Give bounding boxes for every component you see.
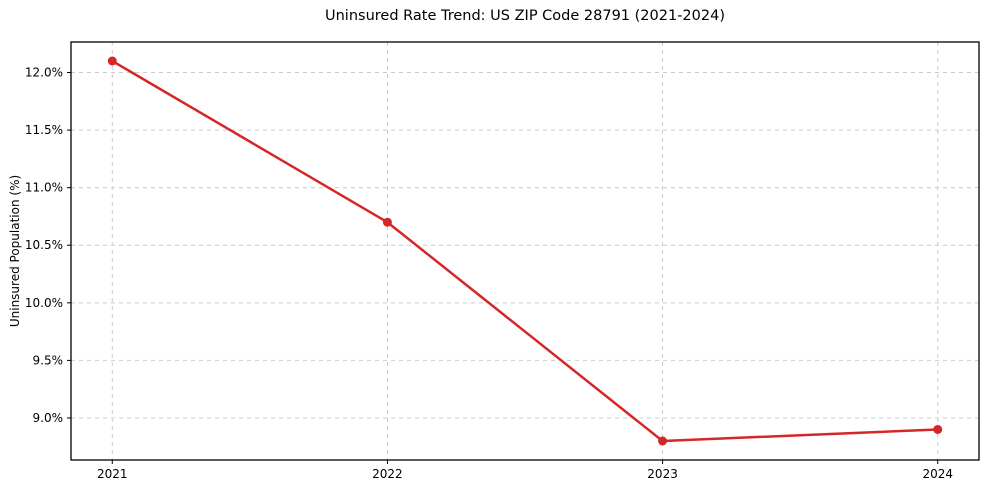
x-tick-label: 2022 <box>372 467 403 481</box>
y-tick-label: 9.0% <box>33 411 64 425</box>
y-axis-label: Uninsured Population (%) <box>8 174 22 328</box>
plot-border <box>70 41 980 461</box>
data-point-marker <box>933 424 943 434</box>
y-tick-label: 11.5% <box>25 123 63 137</box>
y-tick-label: 9.5% <box>33 353 64 367</box>
data-point-marker <box>107 56 117 66</box>
trend-line <box>111 59 939 443</box>
y-tick-label: 11.0% <box>25 181 63 195</box>
y-tick-label: 12.0% <box>25 66 63 80</box>
chart-title: Uninsured Rate Trend: US ZIP Code 28791 … <box>325 8 725 24</box>
y-tick-label: 10.5% <box>25 238 63 252</box>
y-tick-label: 10.0% <box>25 296 63 310</box>
x-tick-label: 2021 <box>97 467 128 481</box>
data-point-marker <box>658 436 668 446</box>
x-tick-label: 2024 <box>922 467 953 481</box>
x-tick-label: 2023 <box>647 467 678 481</box>
data-point-marker <box>382 217 392 227</box>
